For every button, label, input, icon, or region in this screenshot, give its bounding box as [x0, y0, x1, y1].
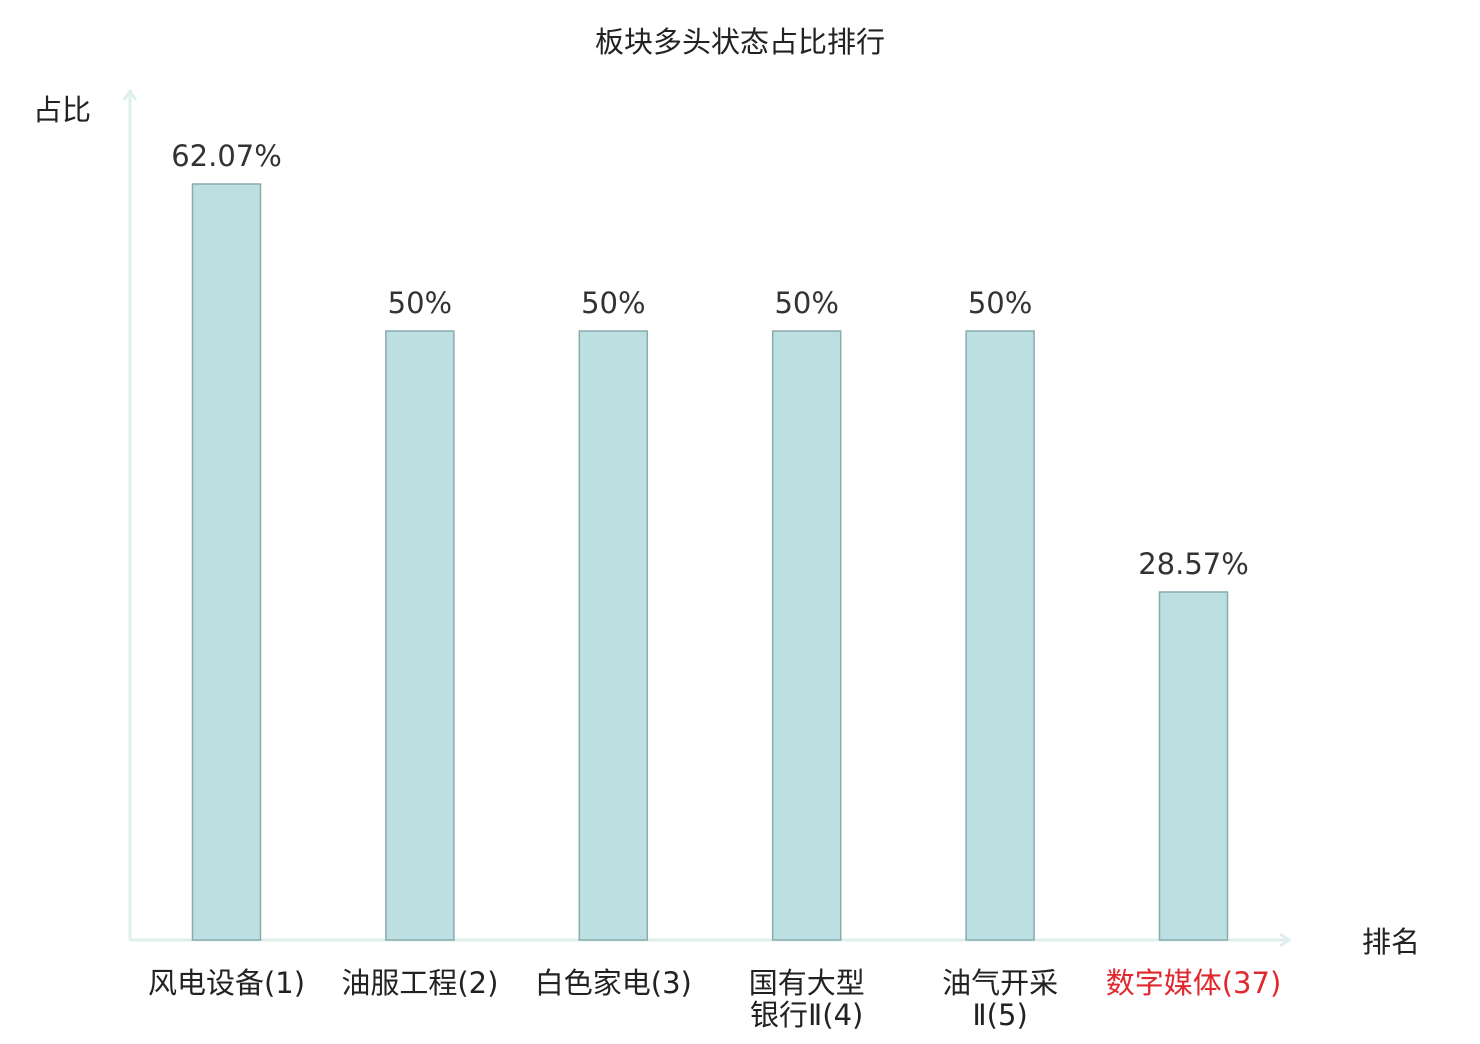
category-label-3: 白色家电(3): [535, 966, 692, 1000]
category-label-4-line-1: 国有大型: [749, 966, 865, 1000]
value-label-5: 50%: [968, 286, 1032, 320]
value-label-1: 62.07%: [171, 139, 282, 173]
category-label-2: 油服工程(2): [341, 966, 498, 1000]
x-axis-label: 排名: [1362, 925, 1420, 959]
bar-5: [965, 330, 1035, 941]
bar-3: [578, 330, 649, 941]
category-label-4-line-2: 银行Ⅱ(4): [750, 998, 863, 1032]
value-label-4: 50%: [774, 286, 838, 320]
value-label-3: 50%: [581, 286, 645, 320]
y-axis-label: 占比: [33, 93, 91, 127]
category-label-5-line-1: 油气开采: [942, 966, 1058, 1000]
value-labels-group: 62.07% 50% 50% 50% 50% 28.57%: [171, 139, 1249, 581]
value-label-2: 50%: [388, 286, 452, 320]
bar-2: [385, 330, 455, 941]
bar-6: [1158, 591, 1229, 941]
value-label-6: 28.57%: [1138, 547, 1249, 581]
category-label-1: 风电设备(1): [148, 966, 305, 1000]
chart-title: 板块多头状态占比排行: [595, 25, 885, 59]
bars-group: [191, 183, 1229, 941]
bar-1: [191, 183, 262, 941]
category-label-5-line-2: Ⅱ(5): [972, 998, 1027, 1032]
bar-4: [771, 330, 842, 941]
category-label-6: 数字媒体(37): [1106, 966, 1282, 1000]
